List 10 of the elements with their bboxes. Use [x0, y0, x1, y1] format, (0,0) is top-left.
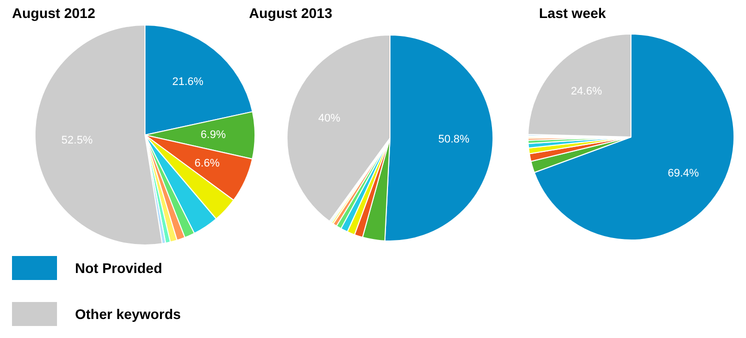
- chart-title: Last week: [539, 5, 606, 21]
- data-label: 21.6%: [172, 76, 204, 88]
- chart-title: August 2013: [249, 5, 332, 21]
- data-label: 50.8%: [438, 134, 470, 146]
- data-label: 6.6%: [194, 157, 220, 170]
- legend-label: Other keywords: [75, 306, 181, 322]
- legend-label: Not Provided: [75, 260, 162, 276]
- data-label: 69.4%: [668, 168, 700, 180]
- chart-title: August 2012: [12, 5, 96, 21]
- data-label: 6.9%: [200, 129, 226, 142]
